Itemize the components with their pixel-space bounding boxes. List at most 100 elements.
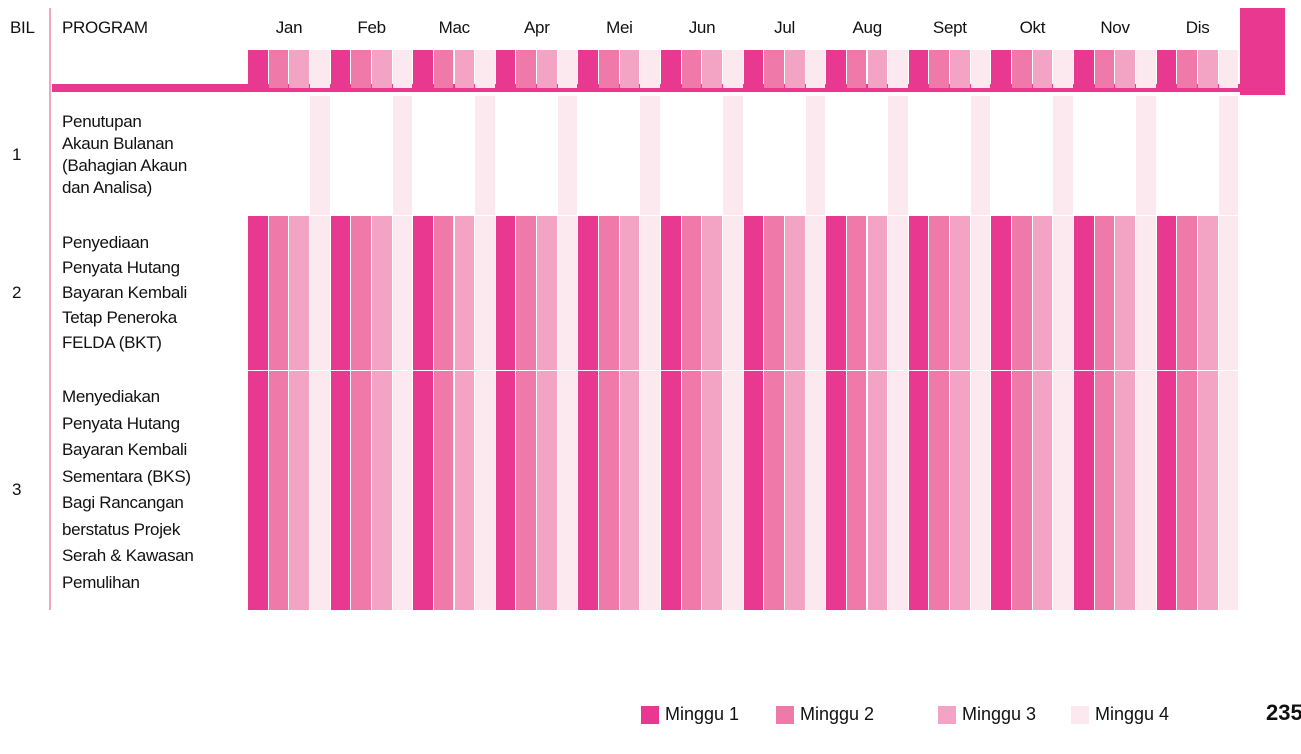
week-bar (805, 96, 826, 215)
program-line: (Bahagian Akaun (62, 156, 187, 175)
week-bar (309, 216, 330, 370)
program-line: Penyata Hutang (62, 413, 180, 433)
header-week (764, 50, 784, 88)
page-number: 235 (1266, 700, 1301, 725)
month-label: Dis (1185, 18, 1210, 37)
header-week (1032, 50, 1053, 88)
week-bar (1218, 371, 1239, 610)
week-bar (970, 96, 991, 215)
week-bar (578, 216, 599, 370)
legend-item: Minggu 3 (938, 704, 1036, 725)
program-cell: Menyediakan Penyata Hutang Bayaran Kembali… (62, 370, 194, 610)
bil-cell: 3 (12, 480, 22, 499)
header-week (289, 50, 309, 88)
week-bar (619, 216, 640, 370)
week-bar (248, 216, 268, 370)
month-label: Jan (275, 18, 303, 37)
program-line: Bagi Rancangan (62, 493, 184, 512)
week-bar (537, 371, 557, 610)
program-line: Sementara (BKS) (62, 466, 191, 486)
header-week (970, 50, 991, 88)
month-label: Feb (357, 18, 386, 37)
week-bar (722, 216, 743, 370)
week-bar (413, 371, 433, 610)
header-week (929, 50, 950, 88)
month-label: Mac (438, 18, 471, 37)
week-bar (433, 216, 454, 370)
week-bar (1115, 216, 1135, 370)
header-week (371, 50, 392, 88)
program-line: Bayaran Kembali (62, 283, 187, 302)
header-week (784, 50, 805, 88)
program-line: berstatus Projek (62, 519, 181, 539)
week-bar (1197, 371, 1218, 610)
week-bar (702, 216, 722, 370)
legend-label: Minggu 1 (665, 704, 740, 724)
header-week (392, 50, 413, 88)
program-line: Penutupan (62, 112, 142, 131)
month-label: Jul (774, 18, 796, 37)
header-week (516, 50, 537, 88)
header-week (1218, 50, 1239, 88)
bil-cell: 2 (12, 282, 22, 302)
header-week (908, 50, 929, 88)
week-bar (1094, 371, 1115, 610)
week-bar (764, 216, 784, 370)
week-bar (248, 371, 268, 610)
header-week (702, 50, 722, 88)
week-bar (1115, 371, 1135, 610)
legend-swatch (938, 705, 956, 724)
week-bar (1053, 96, 1073, 215)
week-bar (1218, 216, 1239, 370)
month-label: Apr (524, 18, 550, 37)
week-bar (1032, 216, 1053, 370)
legend-item: Minggu 2 (776, 704, 874, 725)
week-bar (991, 216, 1012, 370)
bil-header: BIL (10, 18, 35, 37)
program-line: dan Analisa) (62, 178, 152, 197)
week-bar (1094, 216, 1115, 370)
legend-label: Minggu 2 (800, 704, 875, 724)
week-bar (991, 371, 1012, 610)
week-bar (867, 216, 888, 370)
week-bar (681, 216, 702, 370)
week-bar (1135, 96, 1156, 215)
header-week (330, 50, 351, 88)
week-bar (330, 371, 351, 610)
program-line: Penyata Hutang (62, 258, 180, 277)
week-bar (392, 216, 413, 370)
month-label: Jun (688, 18, 716, 37)
week-bar (826, 216, 846, 370)
week-bar (495, 216, 516, 370)
week-bar (888, 96, 908, 215)
month-label: Nov (1100, 18, 1130, 37)
header-week (805, 50, 826, 88)
program-cell: Penyediaan Penyata Hutang Bayaran Kembali T… (62, 215, 187, 370)
week-bar (1053, 216, 1073, 370)
week-bar (516, 216, 537, 370)
legend-item: Minggu 1 (641, 704, 739, 725)
week-bar (970, 216, 991, 370)
header-week (248, 50, 268, 88)
week-bar (516, 371, 537, 610)
week-bar (1012, 216, 1032, 370)
month-label: Sept (932, 18, 967, 37)
week-bar (557, 96, 578, 215)
week-bar (330, 216, 351, 370)
week-bar (950, 216, 970, 370)
header-week (640, 50, 660, 88)
month-label: Okt (1019, 18, 1046, 37)
header-week (413, 50, 433, 88)
header-week (888, 50, 908, 88)
week-bar (640, 216, 660, 370)
week-bar (289, 216, 309, 370)
header-week (867, 50, 888, 88)
header-week (454, 50, 475, 88)
program-line: Serah & Kawasan (62, 546, 194, 565)
header-week (351, 50, 371, 88)
header-week (1177, 50, 1197, 88)
week-bar (1135, 371, 1156, 610)
week-bar (970, 371, 991, 610)
week-bar (640, 96, 660, 215)
bil-cell: 1 (12, 145, 22, 164)
